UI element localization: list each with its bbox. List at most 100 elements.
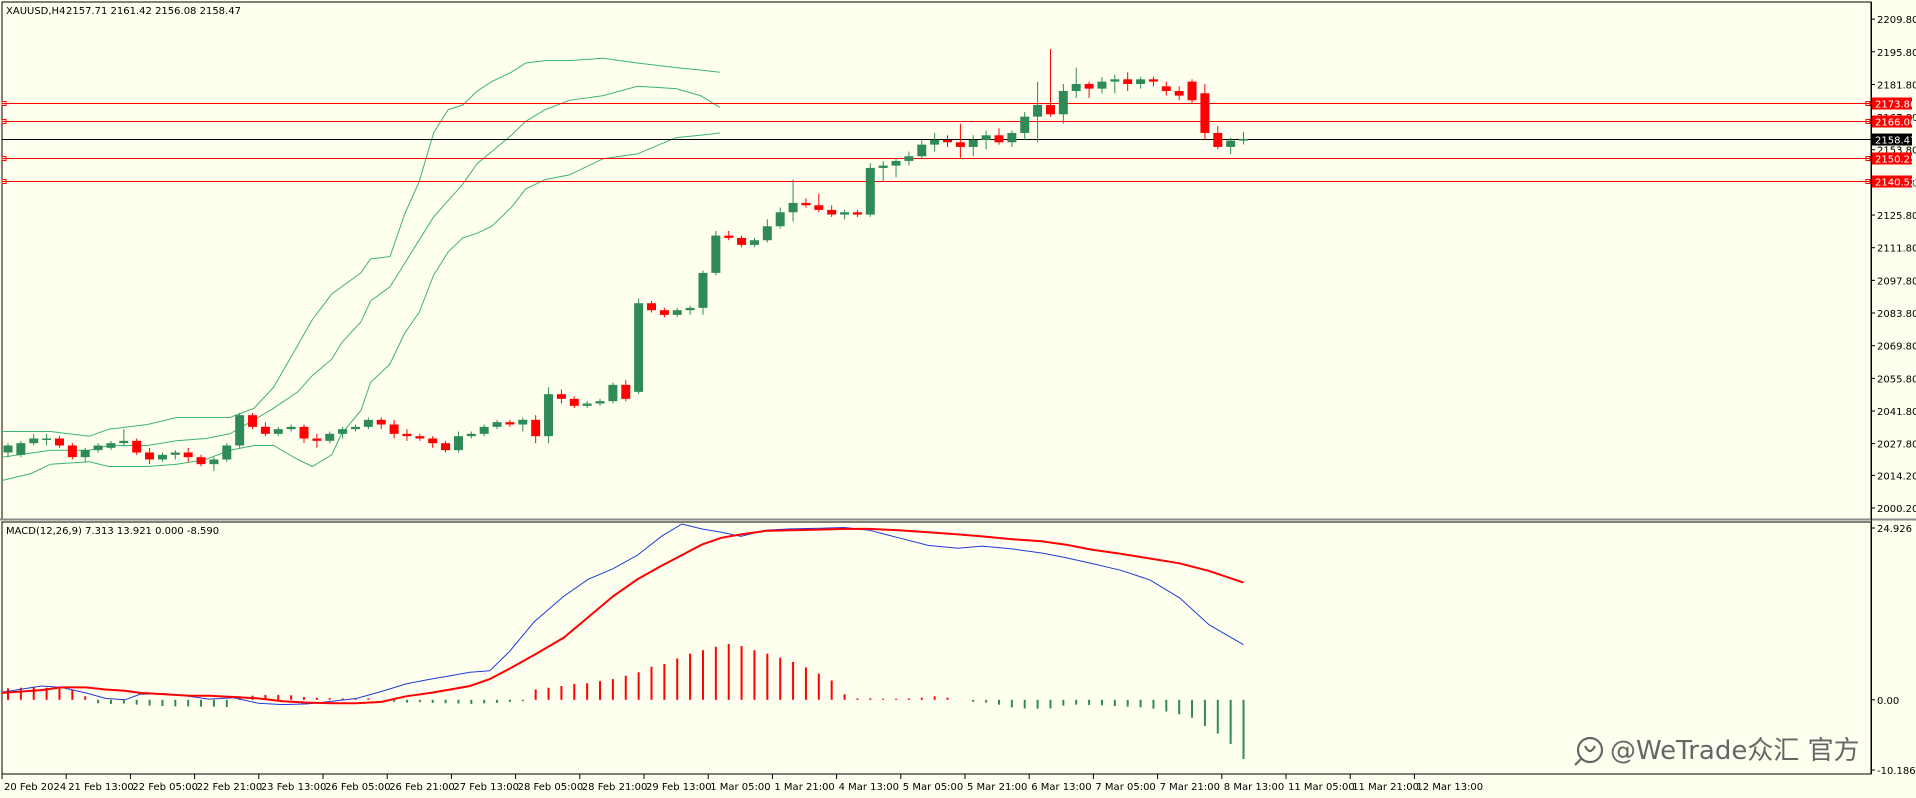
candle-body <box>917 144 927 157</box>
price-tick-label: 2125.80 <box>1877 211 1916 222</box>
level-handle <box>1 101 7 106</box>
candle-body <box>338 429 348 434</box>
candle-body <box>170 452 180 455</box>
macd-indicator <box>1 523 1245 759</box>
candle-body <box>299 426 309 439</box>
price-tick-label: 2014.20 <box>1877 471 1916 482</box>
macd-tick-label: 24.926 <box>1877 524 1912 535</box>
candle-body <box>930 139 940 145</box>
candle-body <box>685 307 695 311</box>
level-price-tag <box>1872 97 1912 110</box>
candle-body <box>840 212 850 215</box>
candle-body <box>556 394 566 399</box>
candle-body <box>402 433 412 437</box>
candle-body <box>505 422 515 425</box>
candle-body <box>106 443 116 448</box>
price-tick-label: 2097.80 <box>1877 276 1916 287</box>
candle-body <box>1174 90 1184 96</box>
candle-body <box>157 454 167 460</box>
candle-body <box>1136 79 1146 84</box>
macd-pane-frame <box>1 521 1872 775</box>
candle-body <box>878 165 888 168</box>
candle-body <box>1110 79 1120 82</box>
macd-line <box>1 523 1244 706</box>
candle-body <box>350 426 360 430</box>
candle-body <box>1033 104 1043 117</box>
candle-body <box>248 415 258 427</box>
candle-body <box>544 394 554 437</box>
symbol-label: XAUUSD,H4 <box>6 6 65 17</box>
candle-body <box>389 424 399 434</box>
time-tick-label: 5 Mar 21:00 <box>967 782 1027 793</box>
level-price-tag <box>1872 152 1912 165</box>
candle-body <box>415 436 425 439</box>
time-tick-label: 11 Mar 21:00 <box>1352 782 1419 793</box>
candle-body <box>16 443 26 455</box>
time-tick-label: 8 Mar 13:00 <box>1224 782 1284 793</box>
candle-body <box>1020 116 1030 133</box>
candle-body <box>531 419 541 437</box>
price-tick-label: 2069.80 <box>1877 342 1916 353</box>
price-axis: 2209.802195.802181.802167.802153.802139.… <box>1871 2 1916 774</box>
level-handle <box>1865 119 1871 124</box>
candle-body <box>1200 93 1210 133</box>
level-price-tag-text: 2173.86 <box>1875 100 1916 111</box>
candle-body <box>312 438 322 441</box>
candle-body <box>1239 138 1249 141</box>
candle-body <box>479 426 489 434</box>
candle-body <box>466 433 476 437</box>
candle-body <box>492 422 502 427</box>
horizontal-levels <box>1 101 1871 184</box>
candle-body <box>42 438 52 440</box>
price-tags: 2173.86 2166.06 2150.25 2140.52 2158.47 <box>1872 97 1916 189</box>
candle-body <box>1058 90 1068 115</box>
time-tick-label: 1 Mar 21:00 <box>774 782 834 793</box>
macd-label: MACD(12,26,9) 7.313 13.921 0.000 -8.590 <box>6 526 219 537</box>
time-tick-label: 22 Feb 05:00 <box>132 782 198 793</box>
candle-body <box>80 450 90 458</box>
time-tick-label: 4 Mar 13:00 <box>839 782 899 793</box>
candle-body <box>724 235 734 238</box>
candle-body <box>325 433 335 441</box>
time-tick-label: 1 Mar 05:00 <box>710 782 770 793</box>
price-tick-label: 2027.80 <box>1877 440 1916 451</box>
candle-body <box>93 445 103 451</box>
candle-body <box>453 436 463 451</box>
level-handle <box>1 179 7 184</box>
candle-body <box>968 139 978 147</box>
candle-body <box>1161 86 1171 91</box>
candle-body <box>827 209 837 215</box>
time-tick-label: 23 Feb 13:00 <box>261 782 327 793</box>
candle-body <box>749 240 759 245</box>
candlesticks <box>3 48 1249 472</box>
level-price-tag-text: 2140.52 <box>1875 178 1916 189</box>
candle-body <box>994 135 1004 143</box>
time-tick-label: 29 Feb 13:00 <box>646 782 712 793</box>
level-price-tag <box>1872 175 1912 188</box>
current-price-tag <box>1872 133 1912 146</box>
candle-body <box>222 445 232 460</box>
price-tick-label: 2111.80 <box>1877 244 1916 255</box>
candle-body <box>428 438 438 444</box>
candle-body <box>608 384 618 402</box>
level-handle <box>1865 156 1871 161</box>
candle-body <box>3 445 13 453</box>
watermark: @WeTrade众汇 官方 <box>1574 736 1860 766</box>
candle-body <box>788 202 798 213</box>
candle-body <box>1148 79 1158 82</box>
ohlc-label: 2157.71 2161.42 2156.08 2158.47 <box>66 6 241 17</box>
price-tick-label: 2209.80 <box>1877 15 1916 26</box>
candle-body <box>376 419 386 425</box>
time-tick-label: 11 Mar 05:00 <box>1288 782 1355 793</box>
candle-body <box>801 202 811 206</box>
price-tick-label: 2000.20 <box>1877 504 1916 515</box>
time-tick-label: 27 Feb 13:00 <box>453 782 519 793</box>
macd-signal-line <box>1 527 1244 705</box>
price-tick-label: 2041.80 <box>1877 407 1916 418</box>
candle-body <box>762 226 772 241</box>
candle-body <box>119 440 129 444</box>
time-tick-label: 21 Feb 13:00 <box>68 782 134 793</box>
